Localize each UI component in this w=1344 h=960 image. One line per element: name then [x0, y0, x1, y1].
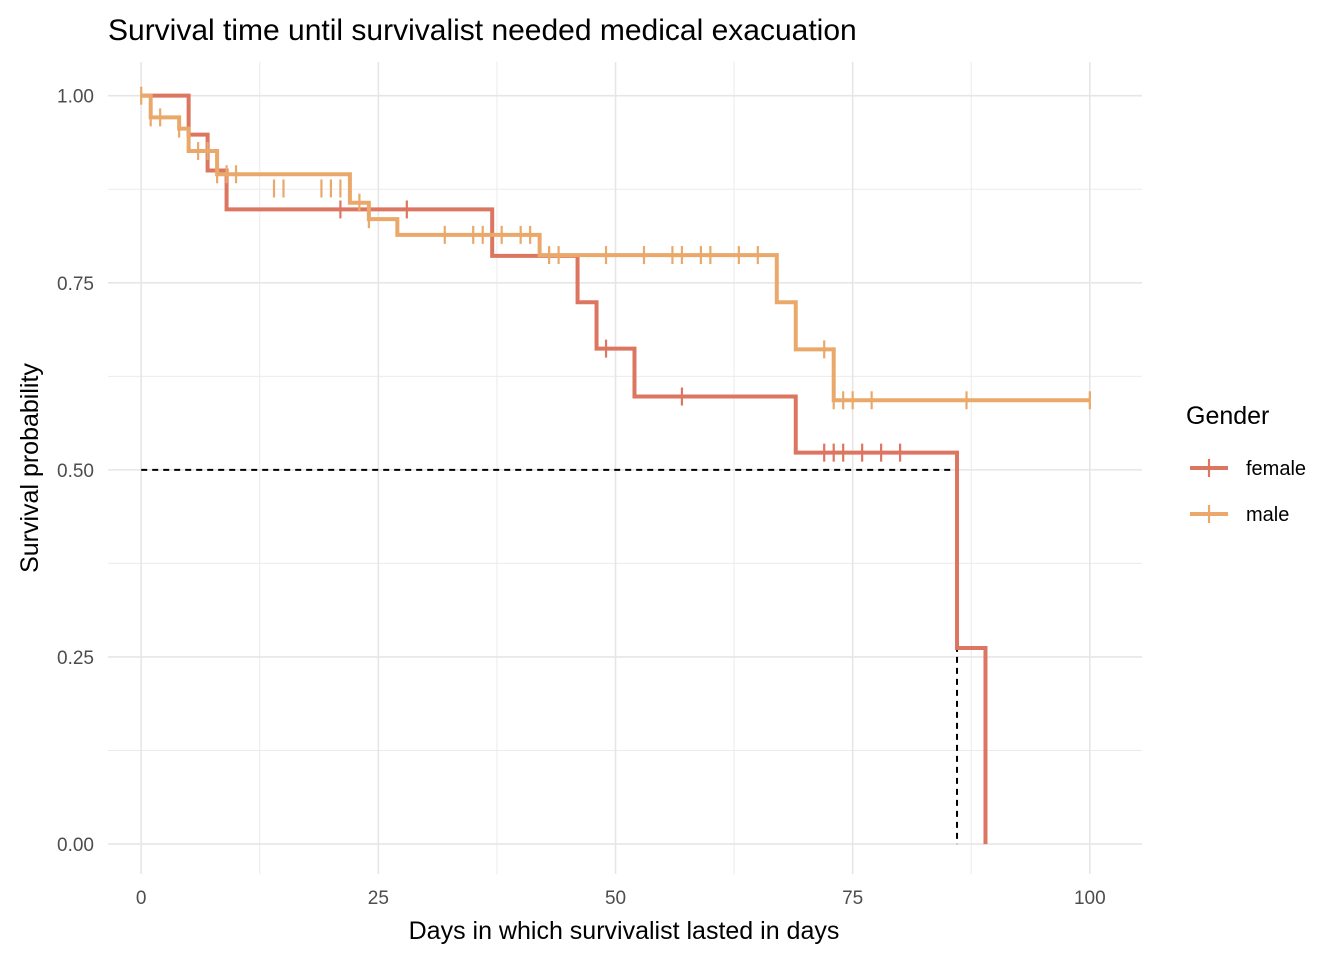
- major-gridlines: [108, 62, 1142, 874]
- y-tick-label: 0.50: [57, 461, 94, 482]
- survival-curves: [140, 86, 1091, 845]
- chart-title: Survival time until survivalist needed m…: [108, 14, 857, 47]
- legend: Gender female male: [1186, 402, 1306, 526]
- x-tick-label: 100: [1074, 888, 1106, 909]
- y-tick-label: 0.75: [57, 274, 94, 295]
- legend-label: male: [1246, 504, 1289, 526]
- series-male: [140, 86, 1091, 410]
- y-tick-label: 0.00: [57, 835, 94, 856]
- x-tick-label: 75: [842, 888, 863, 909]
- legend-title: Gender: [1186, 402, 1269, 430]
- x-tick-label: 0: [136, 888, 147, 909]
- y-tick-label: 0.25: [57, 648, 94, 669]
- x-axis-title: Days in which survivalist lasted in days: [409, 917, 840, 945]
- y-tick-label: 1.00: [57, 87, 94, 108]
- y-axis-title: Survival probability: [16, 363, 44, 573]
- x-tick-label: 50: [605, 888, 626, 909]
- y-axis-tick-labels: 0.00 0.25 0.50 0.75 1.00: [57, 87, 94, 856]
- legend-item-female: female: [1190, 458, 1306, 480]
- median-reference-lines: [141, 468, 959, 845]
- x-tick-label: 25: [368, 888, 389, 909]
- legend-item-male: male: [1190, 504, 1289, 526]
- minor-gridlines: [108, 62, 1142, 874]
- x-axis-tick-labels: 0 25 50 75 100: [136, 888, 1106, 909]
- legend-label: female: [1246, 458, 1306, 480]
